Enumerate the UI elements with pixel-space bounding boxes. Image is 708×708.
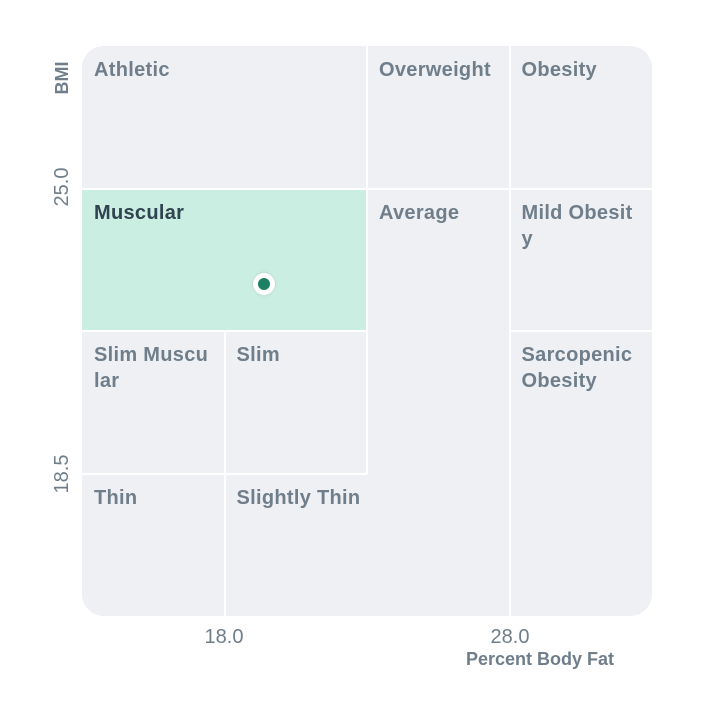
- x-tick-28: 28.0: [490, 626, 530, 648]
- category-obesity: Obesity: [509, 46, 652, 189]
- grid-divider: [366, 188, 368, 474]
- y-tick-25: 25.0: [51, 167, 73, 207]
- grid-divider: [509, 330, 652, 332]
- y-axis-label: BMI: [52, 61, 72, 95]
- category-muscular: Muscular: [82, 188, 367, 331]
- y-tick-18-5: 18.5: [51, 454, 73, 494]
- category-mild-obesity: Mild Obesity: [509, 188, 652, 331]
- category-average: Average: [367, 188, 510, 474]
- x-axis-label: Percent Body Fat: [466, 649, 615, 669]
- category-slightly-thin: Slightly Thin: [224, 473, 510, 616]
- category-overweight: Overweight: [367, 46, 510, 189]
- body-type-matrix: Athletic Overweight Obesity Muscular Average…: [82, 46, 652, 616]
- x-tick-18: 18.0: [204, 626, 244, 648]
- grid-divider: [508, 46, 511, 616]
- grid-divider: [223, 331, 226, 616]
- category-slim: Slim: [224, 331, 367, 474]
- category-thin: Thin: [82, 473, 225, 616]
- current-position-marker: [253, 273, 275, 295]
- category-slim-muscular: Slim Muscular: [82, 331, 225, 474]
- category-athletic: Athletic: [82, 46, 367, 189]
- grid-divider: [366, 46, 368, 189]
- category-sarcopenic-obesity: Sarcopenic Obesity: [509, 331, 652, 616]
